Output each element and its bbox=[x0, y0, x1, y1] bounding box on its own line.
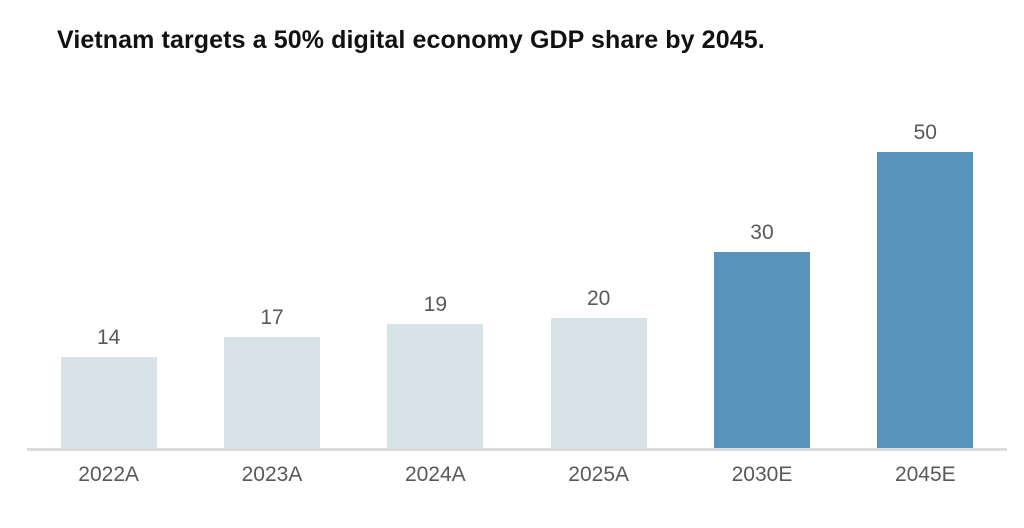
x-axis-labels: 2022A 2023A 2024A 2025A 2030E 2045E bbox=[27, 462, 1007, 487]
x-axis-label-2022A: 2022A bbox=[78, 463, 140, 486]
x-axis-line bbox=[27, 448, 1007, 451]
bar-2025A bbox=[550, 318, 647, 448]
bar-column-2025A: 20 bbox=[517, 122, 680, 448]
bar-column-2022A: 14 bbox=[27, 122, 190, 448]
x-axis-label-2025A: 2025A bbox=[568, 463, 630, 486]
bar-value-label: 30 bbox=[750, 221, 774, 244]
bar-value-label: 20 bbox=[586, 287, 611, 310]
bar-2024A bbox=[387, 324, 484, 448]
x-axis-label-2045E: 2045E bbox=[894, 463, 956, 486]
bar-2023A bbox=[223, 337, 320, 448]
bar-column-2024A: 19 bbox=[354, 122, 517, 448]
bar-2045E bbox=[877, 152, 974, 448]
bar-column-2023A: 17 bbox=[190, 122, 353, 448]
bar-value-label: 19 bbox=[423, 293, 447, 316]
x-axis-label-2023A: 2023A bbox=[241, 463, 303, 486]
bar-chart-plot: 14 17 19 20 30 50 bbox=[27, 122, 1007, 448]
bar-2030E bbox=[713, 252, 810, 448]
chart-title: Vietnam targets a 50% digital economy GD… bbox=[57, 26, 765, 54]
bar-value-label: 50 bbox=[913, 121, 937, 144]
bar-column-2045E: 50 bbox=[844, 122, 1007, 448]
bar-column-2030E: 30 bbox=[680, 122, 843, 448]
x-axis-label-2024A: 2024A bbox=[404, 463, 466, 486]
bar-value-label: 17 bbox=[260, 306, 284, 329]
x-axis-label-2030E: 2030E bbox=[731, 463, 793, 486]
bar-2022A bbox=[60, 357, 157, 448]
bar-value-label: 14 bbox=[96, 326, 121, 349]
